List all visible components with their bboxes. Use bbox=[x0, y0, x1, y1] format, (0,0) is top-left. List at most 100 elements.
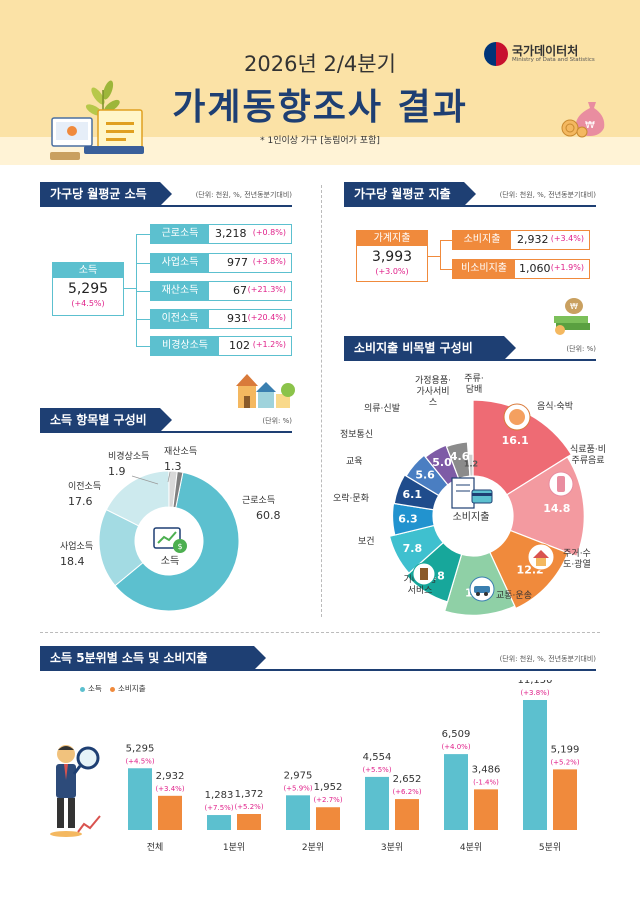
cons-label-clothing: 의류·신발 bbox=[364, 404, 400, 414]
cons-label-education: 교육 bbox=[346, 457, 363, 467]
income-unit-note: (단위: 천원, %, 전년동분기대비) bbox=[195, 191, 292, 199]
income-bar-change-5: (+3.8%) bbox=[520, 689, 549, 697]
report-title: 가계동향조사 결과 bbox=[172, 87, 468, 128]
money-bag-coins-icon: ₩ bbox=[561, 102, 605, 138]
agency-logo-block: 국가데이터처 Ministry of Data and Statistics bbox=[484, 40, 624, 70]
income-bar-3 bbox=[365, 776, 389, 830]
money-stack-icon: ₩ bbox=[554, 298, 590, 335]
quintile-bar-chart: 5,295(+4.5%)2,932(+3.4%)전체1,283(+7.5%)1,… bbox=[125, 680, 580, 853]
consumption-bar-change-1: (+5.2%) bbox=[234, 803, 263, 811]
income-total-value: 5,295 bbox=[67, 281, 109, 297]
businessman-magnifier-icon bbox=[50, 745, 101, 837]
expenditure-total-label: 가계지출 bbox=[357, 231, 427, 246]
income-bar-2 bbox=[286, 795, 310, 830]
income-total-label: 소득 bbox=[53, 263, 123, 278]
income-comp-label-property: 재산소득 bbox=[164, 447, 198, 457]
consumption-donut-center-label: 소비지출 bbox=[452, 512, 490, 523]
income-bar-value-5: 11,150 bbox=[518, 680, 553, 686]
consumption-slice-value-5: 7.8 bbox=[403, 542, 423, 555]
cons-label-recreation: 오락·문화 bbox=[333, 494, 369, 504]
consumption-bar-value-1: 1,372 bbox=[235, 789, 264, 800]
income-bar-change-1: (+7.5%) bbox=[204, 804, 233, 812]
consumption-bar-1 bbox=[237, 814, 261, 830]
section-divider bbox=[40, 632, 600, 633]
cons-label-housing: 주거·수도·광열 bbox=[563, 549, 591, 570]
income-bar-value-1: 1,283 bbox=[205, 790, 234, 801]
consumption-bar-value-3: 2,652 bbox=[393, 774, 422, 785]
quintile-category-label-1: 1분위 bbox=[223, 842, 245, 853]
consumption-slice-value-6: 6.3 bbox=[398, 513, 418, 526]
computer-plant-illustration-icon bbox=[50, 80, 144, 160]
income-item-transfer: 이전소득 931 (+20.4%) bbox=[150, 309, 292, 329]
consumption-bar-5 bbox=[553, 769, 577, 830]
income-bar-5 bbox=[523, 700, 547, 830]
income-comp-label-business: 사업소득 bbox=[60, 542, 94, 552]
income-comp-value-transfer: 17.6 bbox=[68, 495, 93, 508]
svg-text:$: $ bbox=[177, 542, 182, 551]
consumption-slice-value-9: 5.0 bbox=[432, 456, 452, 469]
consumption-slice-0 bbox=[472, 399, 573, 496]
quintile-section-header: 소득 5분위별 소득 및 소비지출 (단위: 천원, %, 전년동분기대비) bbox=[40, 646, 596, 671]
cons-label-health: 보건 bbox=[358, 537, 375, 547]
quintile-section-title: 소득 5분위별 소득 및 소비지출 bbox=[40, 646, 266, 670]
expenditure-section-header: 가구당 월평균 지출 (단위: 천원, %, 전년동분기대비) bbox=[344, 182, 596, 207]
income-total-change: (+4.5%) bbox=[71, 299, 105, 308]
expenditure-item-nonconsumption: 비소비지출 1,060 (+1.9%) bbox=[452, 259, 590, 279]
cons-label-transport: 교통·운송 bbox=[496, 591, 532, 601]
expenditure-section-title: 가구당 월평균 지출 bbox=[344, 182, 476, 206]
legend-income: 소득 bbox=[80, 683, 102, 694]
other-services-icon bbox=[412, 562, 436, 586]
houses-illustration-icon bbox=[236, 374, 295, 408]
consumption-slice-11 bbox=[467, 453, 474, 477]
income-item-earned: 근로소득 3,218 (+0.8%) bbox=[150, 224, 292, 244]
food-plate-icon bbox=[503, 403, 531, 431]
consumption-bar-change-5: (+5.2%) bbox=[550, 758, 579, 766]
cons-label-food-lodging: 음식·숙박 bbox=[537, 402, 573, 412]
income-comp-label-transfer: 이전소득 bbox=[68, 482, 102, 492]
quintile-category-label-4: 4분위 bbox=[460, 842, 482, 853]
income-donut-center-label: 소득 bbox=[160, 556, 180, 567]
car-icon bbox=[469, 576, 495, 602]
quintile-unit-note: (단위: 천원, %, 전년동분기대비) bbox=[499, 655, 596, 663]
quintile-category-label-0: 전체 bbox=[147, 842, 164, 853]
income-money-chart-icon: $ bbox=[153, 527, 187, 553]
report-period: 2026년 2/4분기 bbox=[244, 52, 396, 76]
income-slice-0 bbox=[114, 471, 240, 612]
income-bar-1 bbox=[207, 815, 231, 830]
income-bar-change-4: (+4.0%) bbox=[441, 743, 470, 751]
agency-name: 국가데이터처 bbox=[512, 44, 579, 58]
agency-english-name: Ministry of Data and Statistics bbox=[512, 57, 595, 63]
income-item-nonrecurring: 비경상소득 102 (+1.2%) bbox=[150, 336, 292, 356]
income-comp-value-business: 18.4 bbox=[60, 555, 85, 568]
consumption-bar-change-3: (+6.2%) bbox=[392, 788, 421, 796]
cons-label-communication: 정보통신 bbox=[340, 430, 374, 440]
consumption-slice-value-11: 1.2 bbox=[464, 459, 478, 468]
cons-label-groceries: 식료품·비주류음료 bbox=[570, 445, 606, 466]
income-bar-4 bbox=[444, 754, 468, 830]
cons-label-household: 가정용품·가사서비스 bbox=[415, 376, 451, 408]
consumption-bar-4 bbox=[474, 789, 498, 830]
cons-label-alcohol-tobacco: 주류·담배 bbox=[464, 374, 484, 395]
consumption-slice-value-8: 5.6 bbox=[415, 468, 435, 481]
consumption-slice-value-0: 16.1 bbox=[502, 434, 529, 447]
consumption-bar-change-4: (-1.4%) bbox=[473, 778, 499, 786]
column-divider bbox=[321, 185, 322, 617]
income-bar-value-0: 5,295 bbox=[126, 743, 155, 754]
consumption-comp-unit: (단위: %) bbox=[566, 345, 596, 353]
quintile-category-label-3: 3분위 bbox=[381, 842, 403, 853]
consumption-slice-value-7: 6.1 bbox=[402, 488, 422, 501]
income-slice-4 bbox=[172, 470, 184, 509]
grocery-bottle-icon bbox=[548, 471, 574, 497]
legend-income-swatch bbox=[80, 686, 85, 692]
income-total-box: 소득 5,295 (+4.5%) bbox=[52, 262, 124, 316]
expenditure-total-change: (+3.0%) bbox=[375, 267, 409, 276]
income-comp-section-header: 소득 항목별 구성비 (단위: %) bbox=[40, 408, 292, 433]
income-bar-change-2: (+5.9%) bbox=[283, 784, 312, 792]
income-comp-value-nonrecurring: 1.9 bbox=[108, 465, 126, 478]
consumption-bar-2 bbox=[316, 807, 340, 830]
income-bar-change-0: (+4.5%) bbox=[125, 757, 154, 765]
income-comp-label-earned: 근로소득 bbox=[242, 496, 276, 506]
income-comp-section-title: 소득 항목별 구성비 bbox=[40, 408, 172, 432]
agency-emblem-icon bbox=[484, 42, 508, 66]
consumption-bar-value-5: 5,199 bbox=[551, 744, 580, 755]
